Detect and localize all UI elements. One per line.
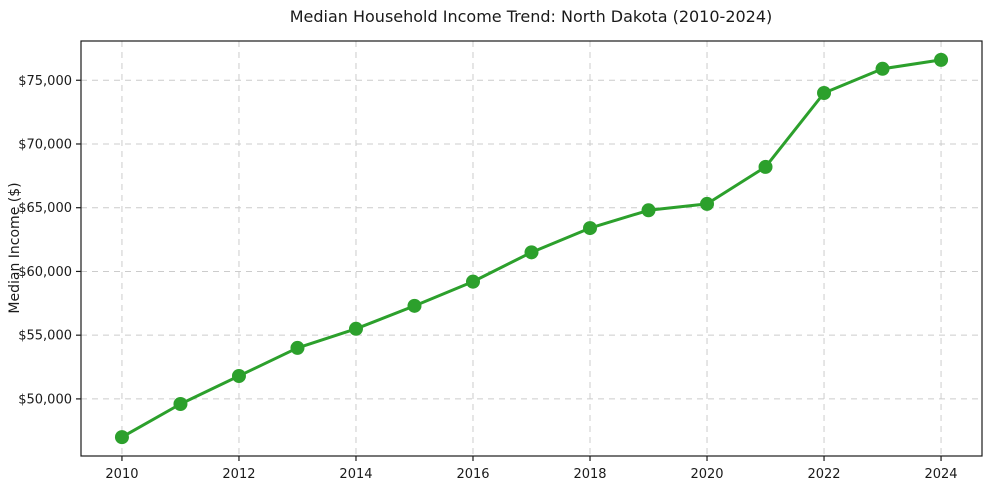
plot-frame: [80, 40, 983, 457]
data-point-2013: [290, 340, 305, 355]
y-tick-label: $55,000: [18, 329, 72, 344]
data-point-2018: [583, 221, 598, 236]
data-point-2010: [114, 430, 129, 445]
x-tick-label: 2016: [456, 467, 489, 482]
y-tick-label: $50,000: [18, 392, 72, 407]
y-tick-label: $70,000: [18, 137, 72, 152]
x-tick-label: 2018: [573, 467, 606, 482]
x-tick-label: 2010: [105, 467, 138, 482]
y-tick-label: $60,000: [18, 265, 72, 280]
x-tick-label: 2022: [807, 467, 840, 482]
data-point-2023: [875, 61, 890, 76]
data-point-2011: [173, 396, 188, 411]
gridlines-layer: [81, 41, 982, 456]
data-point-2017: [524, 245, 539, 260]
data-point-2020: [700, 196, 715, 211]
data-point-2012: [231, 368, 246, 383]
chart-title: Median Household Income Trend: North Dak…: [290, 7, 773, 26]
x-tick-label: 2014: [339, 467, 372, 482]
y-tick-label: $65,000: [18, 201, 72, 216]
y-tick-label: $75,000: [18, 74, 72, 89]
data-point-2022: [817, 86, 832, 101]
axis-ticks-layer: 2010 2012 2014 2016 2018 2020 2022 2024 $50,000 $…: [18, 74, 957, 482]
data-point-2014: [348, 321, 363, 336]
data-point-2015: [407, 298, 422, 313]
plot-frame-layer: [80, 40, 983, 457]
y-axis-label: Median Income ($): [7, 182, 23, 313]
x-tick-label: 2012: [222, 467, 255, 482]
x-tick-label: 2020: [690, 467, 723, 482]
data-point-2021: [758, 159, 773, 174]
data-point-2019: [641, 203, 656, 218]
data-point-2024: [934, 52, 949, 67]
data-point-2016: [465, 274, 480, 289]
data-series-layer: [114, 52, 949, 445]
x-tick-label: 2024: [924, 467, 957, 482]
